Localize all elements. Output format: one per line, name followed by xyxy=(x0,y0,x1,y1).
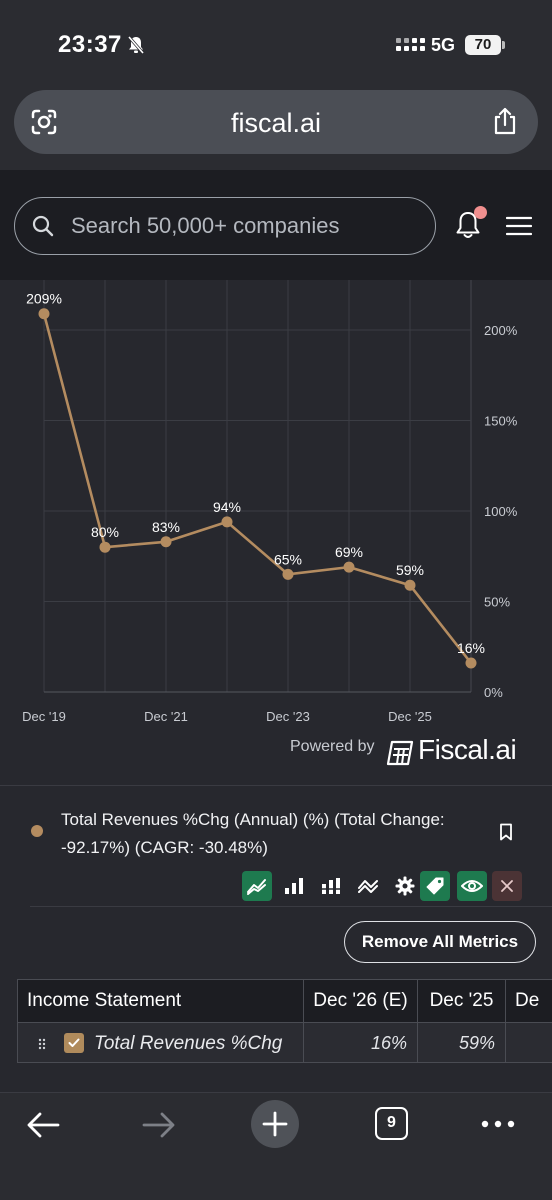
plus-icon xyxy=(262,1111,288,1137)
battery-tip xyxy=(502,41,505,49)
signal-icon xyxy=(396,38,425,51)
x-tick-label: Dec '21 xyxy=(144,709,188,724)
series-line xyxy=(42,313,473,664)
powered-by-text: Powered by xyxy=(290,738,375,755)
line-chart-button[interactable] xyxy=(242,871,272,901)
cell-dec-26: 16% xyxy=(304,1023,418,1062)
x-tick-label: Dec '19 xyxy=(22,709,66,724)
divider xyxy=(30,906,552,907)
x-tick-label: Dec '23 xyxy=(266,709,310,724)
data-label: 69% xyxy=(335,544,363,560)
y-tick-label: 150% xyxy=(484,414,518,429)
line-chart-icon xyxy=(247,879,266,895)
search-icon xyxy=(32,215,54,237)
income-statement-table: Income Statement Dec '26 (E) Dec '25 De … xyxy=(17,979,552,1063)
more-options-icon[interactable] xyxy=(481,1120,515,1128)
metric-label: Total Revenues %Chg (Annual) (%) (Total … xyxy=(61,810,445,857)
notification-dot xyxy=(474,206,487,219)
bookmark-icon[interactable] xyxy=(499,823,513,841)
trend-button[interactable] xyxy=(353,871,383,901)
cell-dec-25: 59% xyxy=(418,1023,506,1062)
battery-indicator: 70 xyxy=(465,35,501,55)
trend-icon xyxy=(358,880,378,893)
divider xyxy=(0,785,552,786)
new-tab-button[interactable] xyxy=(251,1100,299,1148)
search-box[interactable] xyxy=(14,197,436,255)
network-type: 5G xyxy=(431,35,456,55)
stacked-bar-icon xyxy=(321,878,341,894)
data-label: 16% xyxy=(457,640,485,656)
data-point xyxy=(160,536,172,548)
metric-color-dot xyxy=(31,825,43,837)
data-point xyxy=(465,657,477,669)
data-label: 94% xyxy=(213,499,241,515)
lens-icon[interactable] xyxy=(30,108,58,136)
stacked-bar-button[interactable] xyxy=(316,871,346,901)
chart-grid xyxy=(43,280,472,693)
back-arrow-icon[interactable] xyxy=(26,1111,60,1139)
gear-icon xyxy=(395,876,415,896)
chart-series xyxy=(38,308,477,669)
bar-chart-icon xyxy=(285,878,303,894)
table-header-income-statement[interactable]: Income Statement xyxy=(18,980,304,1022)
y-tick-label: 100% xyxy=(484,504,518,519)
silent-bell-icon xyxy=(127,36,145,54)
tag-button[interactable] xyxy=(420,871,450,901)
y-tick-label: 0% xyxy=(484,685,503,700)
data-label: 65% xyxy=(274,551,302,567)
address-bar[interactable]: fiscal.ai xyxy=(14,90,538,154)
visibility-button[interactable] xyxy=(457,871,487,901)
row-label: Total Revenues %Chg xyxy=(94,1033,283,1054)
share-icon[interactable] xyxy=(492,106,518,136)
url-text: fiscal.ai xyxy=(230,108,322,138)
site-header xyxy=(0,170,552,280)
y-tick-label: 50% xyxy=(484,595,510,610)
data-label: 83% xyxy=(152,519,180,535)
data-point xyxy=(38,308,50,320)
data-point xyxy=(404,579,416,591)
browser-bottom-nav: 9 xyxy=(0,1092,552,1200)
chart-labels: 0% 50% 100% 150% 200% Dec '19 Dec '21 Dec '23 De… xyxy=(22,291,518,724)
x-tick-label: Dec '25 xyxy=(388,709,432,724)
table-row[interactable]: Total Revenues %Chg 16% 59% xyxy=(18,1022,552,1062)
revenue-change-chart: 0% 50% 100% 150% 200% Dec '19 Dec '21 Dec '23 De… xyxy=(22,280,518,724)
row-checkbox[interactable] xyxy=(64,1033,84,1053)
fiscal-logo-icon xyxy=(386,740,414,766)
forward-arrow-icon[interactable] xyxy=(142,1111,176,1139)
notification-bell-icon[interactable] xyxy=(453,210,483,240)
table-header-row: Income Statement Dec '26 (E) Dec '25 De xyxy=(18,980,552,1022)
cell-next xyxy=(506,1023,552,1062)
remove-metric-button[interactable] xyxy=(492,871,522,901)
table-header-dec-26[interactable]: Dec '26 (E) xyxy=(304,980,418,1022)
tag-icon xyxy=(426,877,444,895)
settings-button[interactable] xyxy=(390,871,420,901)
checkmark-icon xyxy=(68,1038,80,1047)
data-point xyxy=(343,561,355,573)
bar-chart-button[interactable] xyxy=(279,871,309,901)
row-label-cell: Total Revenues %Chg xyxy=(18,1023,304,1062)
clock: 23:37 xyxy=(58,31,122,58)
remove-all-metrics-button[interactable]: Remove All Metrics xyxy=(344,921,536,963)
data-label: 209% xyxy=(26,291,62,307)
data-point xyxy=(99,541,111,553)
menu-icon[interactable] xyxy=(506,216,532,236)
data-label: 80% xyxy=(91,524,119,540)
y-tick-label: 200% xyxy=(484,323,518,338)
brand-name: Fiscal.ai xyxy=(418,734,517,765)
data-label: 59% xyxy=(396,562,424,578)
table-header-dec-25[interactable]: Dec '25 xyxy=(418,980,506,1022)
tab-count-button[interactable]: 9 xyxy=(375,1107,408,1140)
data-point xyxy=(221,516,233,528)
status-bar: 23:37 5G 70 xyxy=(0,0,552,88)
browser-toolbar: fiscal.ai xyxy=(0,88,552,170)
search-input[interactable] xyxy=(71,212,421,240)
table-header-next[interactable]: De xyxy=(515,990,540,1011)
close-icon xyxy=(501,880,513,892)
eye-icon xyxy=(461,880,483,892)
data-point xyxy=(282,568,294,580)
drag-handle-icon[interactable] xyxy=(38,1038,46,1050)
